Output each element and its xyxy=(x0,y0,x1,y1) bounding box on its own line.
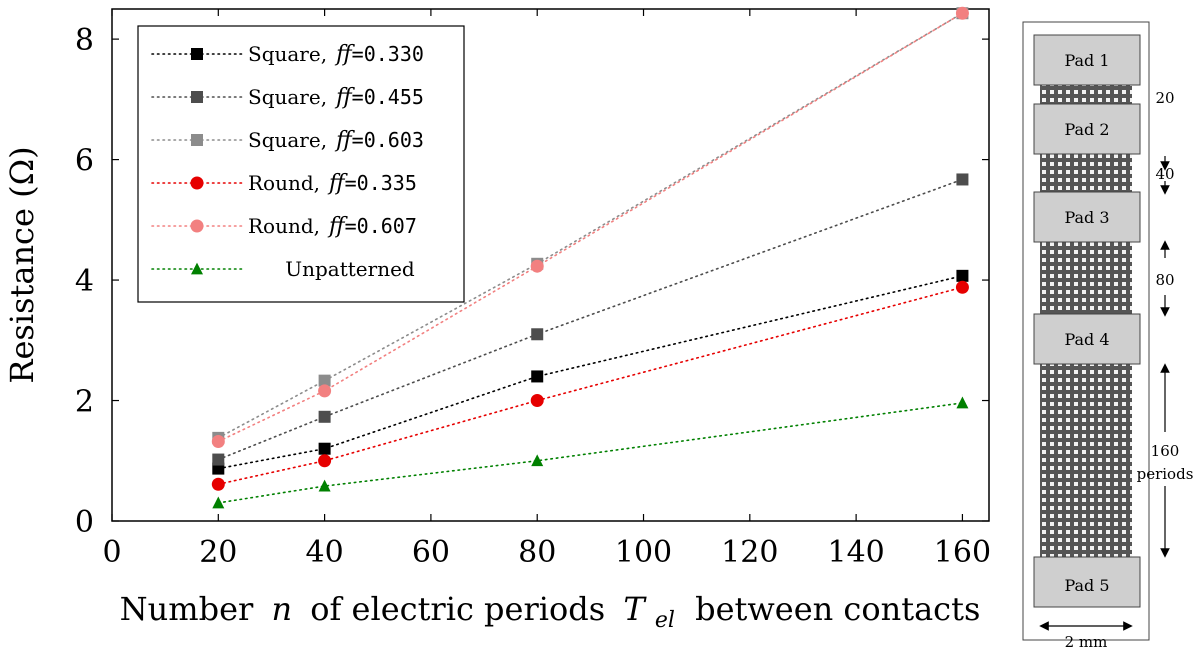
data-point xyxy=(190,219,204,233)
y-tick-label: 8 xyxy=(75,23,94,58)
x-tick-label: 140 xyxy=(827,535,884,570)
pad-5: Pad 5 xyxy=(1033,556,1141,608)
legend-label: Square, ff=0.330 xyxy=(248,42,424,67)
y-tick-label: 0 xyxy=(75,505,94,540)
spacing-20-label: 20 xyxy=(1155,89,1174,107)
x-axis-label-part: of electric periods xyxy=(310,590,605,628)
pad-diagram: Pad 1 Pad 2 Pad 3 Pad 4 Pad 5 20 40 80 1… xyxy=(1022,21,1194,651)
data-point xyxy=(318,384,332,398)
pad-5-label: Pad 5 xyxy=(1064,576,1109,595)
data-point xyxy=(211,434,225,448)
data-point xyxy=(191,262,203,275)
data-point xyxy=(318,410,331,423)
data-point xyxy=(531,328,544,341)
width-label: 2 mm xyxy=(1065,633,1108,651)
y-tick-label: 6 xyxy=(75,144,94,179)
data-point xyxy=(212,462,225,475)
diagram-frame xyxy=(1022,21,1150,641)
x-tick-label: 20 xyxy=(199,535,237,570)
data-point xyxy=(531,454,544,467)
legend-label: Round, ff=0.335 xyxy=(248,171,417,196)
data-point xyxy=(530,259,544,273)
legend-label: Square, ff=0.455 xyxy=(248,85,424,110)
series-line xyxy=(217,286,964,486)
legend-box xyxy=(137,25,465,303)
data-point xyxy=(956,173,969,186)
series-4 xyxy=(211,6,969,448)
legend: Square, ff=0.330 Square, ff=0.455 Square, ff=… xyxy=(137,25,465,303)
data-point xyxy=(955,6,969,20)
legend-entry: Round, ff=0.607 xyxy=(151,214,417,239)
data-point xyxy=(956,269,969,282)
data-point xyxy=(211,477,225,491)
series-line xyxy=(217,275,964,470)
x-tick-label: 0 xyxy=(102,535,121,570)
pad-4: Pad 4 xyxy=(1033,313,1141,365)
x-axis-label-part: Number xyxy=(120,590,254,628)
pad-2-label: Pad 2 xyxy=(1064,120,1109,139)
data-point xyxy=(318,442,331,455)
x-axis-label: Number n of electric periods T el betwee… xyxy=(120,590,981,635)
data-point xyxy=(191,134,203,146)
data-point xyxy=(212,453,225,466)
x-tick-label: 80 xyxy=(518,535,556,570)
x-tick-label: 40 xyxy=(306,535,344,570)
legend-label: Unpatterned xyxy=(285,257,415,281)
pad-3: Pad 3 xyxy=(1033,191,1141,243)
x-axis-label-var-n: n xyxy=(271,590,292,628)
series-line xyxy=(217,178,964,461)
data-point xyxy=(190,176,204,190)
legend-entry: Unpatterned xyxy=(151,257,415,281)
series-1 xyxy=(212,173,969,466)
data-point xyxy=(530,394,544,408)
data-point xyxy=(955,280,969,294)
legend-label: Round, ff=0.607 xyxy=(248,214,417,239)
series-layer xyxy=(211,6,969,509)
y-axis-label: Resistance (Ω) xyxy=(3,146,41,383)
series-line xyxy=(217,12,964,439)
x-axis-label-var-t: T xyxy=(623,590,647,628)
series-line xyxy=(217,12,964,443)
pad-3-label: Pad 3 xyxy=(1064,208,1109,227)
data-point xyxy=(531,370,544,383)
pad-2: Pad 2 xyxy=(1033,103,1141,155)
plot-frame xyxy=(111,8,990,522)
x-axis: 0 20 40 60 80 100 120 140 160 xyxy=(102,9,991,570)
data-point xyxy=(318,479,331,492)
x-tick-label: 100 xyxy=(615,535,672,570)
y-tick-label: 2 xyxy=(75,385,94,420)
data-point xyxy=(318,454,332,468)
data-point xyxy=(191,91,203,103)
legend-entry: Square, ff=0.603 xyxy=(151,128,424,153)
data-point xyxy=(191,48,203,60)
spacing-160-label: 160 xyxy=(1151,442,1180,460)
legend-label: Square, ff=0.603 xyxy=(248,128,424,153)
series-5 xyxy=(212,396,969,509)
x-tick-label: 120 xyxy=(721,535,778,570)
y-axis: 0 2 4 6 8 xyxy=(75,23,989,540)
data-point xyxy=(212,496,225,509)
data-point xyxy=(318,374,331,387)
x-axis-label-part: between contacts xyxy=(695,590,980,628)
pad-4-label: Pad 4 xyxy=(1064,330,1109,349)
spacing-160-unit: periods xyxy=(1137,465,1194,483)
spacing-40-label: 40 xyxy=(1155,165,1174,183)
y-tick-label: 4 xyxy=(75,264,94,299)
series-3 xyxy=(211,280,969,491)
pad-1-label: Pad 1 xyxy=(1064,51,1109,70)
pad-1: Pad 1 xyxy=(1033,34,1141,86)
x-axis-label-subscript: el xyxy=(655,608,675,633)
x-tick-label: 60 xyxy=(412,535,450,570)
data-point xyxy=(956,396,969,409)
legend-entry: Square, ff=0.455 xyxy=(151,85,424,110)
series-0 xyxy=(212,269,969,475)
legend-entry: Square, ff=0.330 xyxy=(151,42,424,67)
spacing-80-label: 80 xyxy=(1155,271,1174,289)
x-tick-label: 160 xyxy=(934,535,991,570)
legend-entry: Round, ff=0.335 xyxy=(151,171,417,196)
series-line xyxy=(217,402,964,504)
